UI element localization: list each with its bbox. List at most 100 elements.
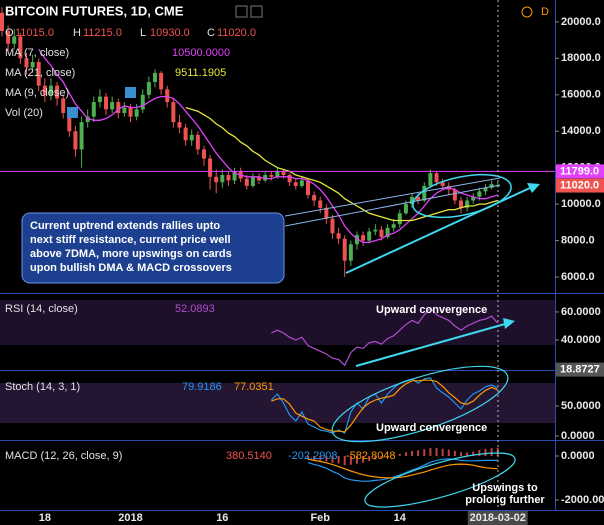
candle-body (416, 196, 421, 201)
candle-body (177, 122, 182, 128)
candle-body (128, 107, 133, 117)
histogram-bar (319, 455, 322, 461)
candle-body (452, 189, 457, 201)
x-tick-label: 14 (394, 512, 407, 524)
y-tick-label: 10000.0 (561, 198, 601, 210)
annotation: prolong further (465, 494, 545, 506)
legend-value: 52.0893 (175, 303, 215, 315)
candle-body (354, 235, 359, 245)
candle-body (281, 171, 286, 175)
candle-body (306, 180, 310, 196)
y-tick-label: 0.0000 (561, 450, 595, 462)
candle-body (403, 204, 408, 214)
legend-label: MA (7, close) (5, 47, 69, 59)
legend-label: MA (21, close) (5, 67, 75, 79)
candle-body (385, 227, 390, 237)
candle-body (134, 109, 139, 117)
line (307, 458, 498, 482)
line (185, 106, 498, 222)
histogram-bar (404, 452, 407, 456)
candle-body (6, 30, 11, 44)
candle-body (48, 85, 53, 95)
y-tick-label: 8000.0 (561, 235, 595, 247)
histogram-bar (355, 455, 358, 464)
ohlc-key: H (73, 27, 81, 39)
candle-body (312, 195, 317, 201)
candle-body (299, 180, 304, 186)
legend-label: MA (9, close) (5, 87, 69, 99)
interval-badge: D (541, 6, 549, 18)
candle-body (471, 196, 476, 201)
candle-body (195, 134, 200, 150)
candle-body (18, 36, 23, 59)
candle-body (110, 102, 115, 110)
histogram-bar (398, 453, 401, 456)
legend-value: 10500.0000 (172, 47, 230, 59)
line (38, 48, 498, 244)
ohlc-key: O (5, 27, 14, 39)
candle-body (165, 89, 170, 103)
histogram-bar (313, 455, 316, 460)
histogram-bar (447, 449, 450, 456)
trend-drawings (284, 173, 540, 508)
histogram-bar (349, 455, 352, 465)
candle-body (153, 72, 157, 83)
candle-body (318, 200, 323, 208)
candle-body (275, 171, 280, 177)
legend-label: MACD (12, 26, close, 9) (5, 450, 122, 462)
candle-body (232, 171, 237, 181)
price-marker-label: 11020.0 (560, 179, 599, 191)
histogram-bar (307, 455, 309, 460)
candle-body (24, 58, 29, 68)
line (270, 377, 498, 434)
candle-body (189, 134, 194, 141)
candle-body (397, 213, 402, 225)
x-tick-label: 2018 (118, 512, 142, 524)
line (271, 379, 498, 433)
histogram-bar (423, 449, 426, 456)
annotation-line: upon bullish DMA & MACD crossovers (30, 262, 232, 274)
candle-body (434, 173, 439, 183)
annotation-box (21, 212, 285, 284)
y-tick-label: 6000.0 (561, 271, 595, 283)
icon (235, 5, 248, 18)
legend-value: 77.0351 (234, 381, 274, 393)
candle-body (440, 182, 445, 186)
x-tick-label: Feb (310, 512, 330, 524)
histogram-bar (417, 450, 420, 456)
legend-value: 9511.1905 (175, 67, 226, 79)
candle-body (36, 61, 41, 86)
ohlc-value: 11020.0 (217, 27, 256, 39)
candle-body (30, 61, 35, 68)
candle-body (367, 231, 372, 241)
candle-body (226, 174, 231, 181)
line (307, 458, 498, 479)
histogram-bar (337, 455, 340, 464)
candle-body (220, 174, 225, 183)
y-tick-label: 16000.0 (561, 89, 601, 101)
candle-body (85, 116, 90, 123)
y-tick-label: 50.0000 (561, 400, 601, 412)
histogram-bar (374, 455, 377, 460)
histogram-bar (478, 450, 481, 456)
candle-body (244, 178, 249, 186)
x-marker (467, 511, 528, 525)
candle-body (97, 96, 102, 103)
price-marker (556, 362, 604, 377)
candle-body (0, 12, 4, 31)
annotation: Upward convergence (376, 304, 487, 316)
histogram-bar (429, 448, 432, 456)
annotation: Upward convergence (376, 422, 487, 434)
histogram-bar (343, 455, 346, 466)
histogram-bar (325, 455, 328, 462)
ohlc-key: L (140, 27, 146, 39)
candle-body (459, 200, 463, 208)
candle-body (422, 185, 427, 201)
candle-body (104, 96, 109, 110)
histogram-bar (411, 450, 414, 456)
histogram-bar (392, 455, 395, 456)
candle-body (61, 98, 66, 114)
legend-label: RSI (14, close) (5, 303, 78, 315)
x-tick-label: 16 (216, 512, 228, 524)
candle-body (391, 224, 396, 228)
